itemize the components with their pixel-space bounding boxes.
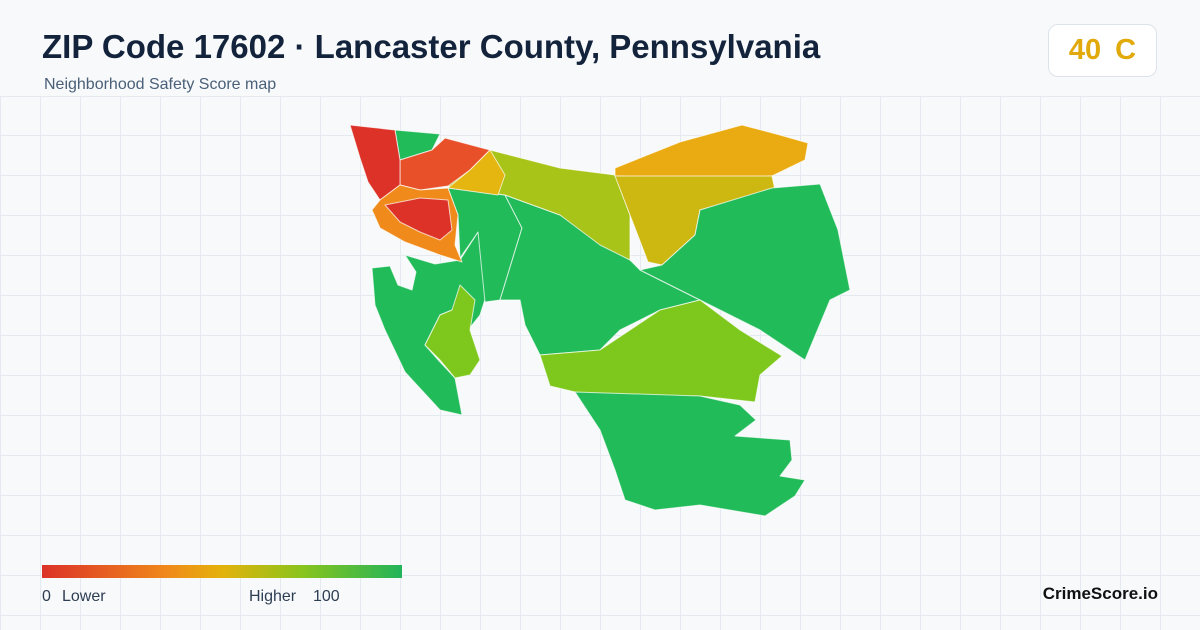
legend-min: 0 (42, 588, 51, 605)
legend-max: 100 (313, 588, 340, 605)
score-badge: 40 C (1048, 24, 1157, 77)
region (614, 124, 809, 181)
legend-gradient (42, 565, 402, 578)
subtitle: Neighborhood Safety Score map (44, 76, 277, 93)
region (499, 194, 701, 356)
legend-min-label: Lower (62, 588, 106, 605)
region (447, 149, 506, 196)
header: ZIP Code 17602 · Lancaster County, Penns… (0, 0, 1200, 97)
brand: CrimeScore.io (1042, 584, 1158, 603)
region (639, 183, 851, 361)
region (384, 197, 453, 241)
title: ZIP Code 17602 · Lancaster County, Penns… (42, 28, 821, 65)
score-value: 40 (1068, 34, 1102, 66)
legend-max-label: Higher (249, 588, 297, 605)
region (574, 391, 806, 517)
region (424, 284, 481, 379)
score-grade: C (1115, 34, 1137, 66)
map-regions (349, 124, 851, 517)
region (349, 124, 401, 201)
